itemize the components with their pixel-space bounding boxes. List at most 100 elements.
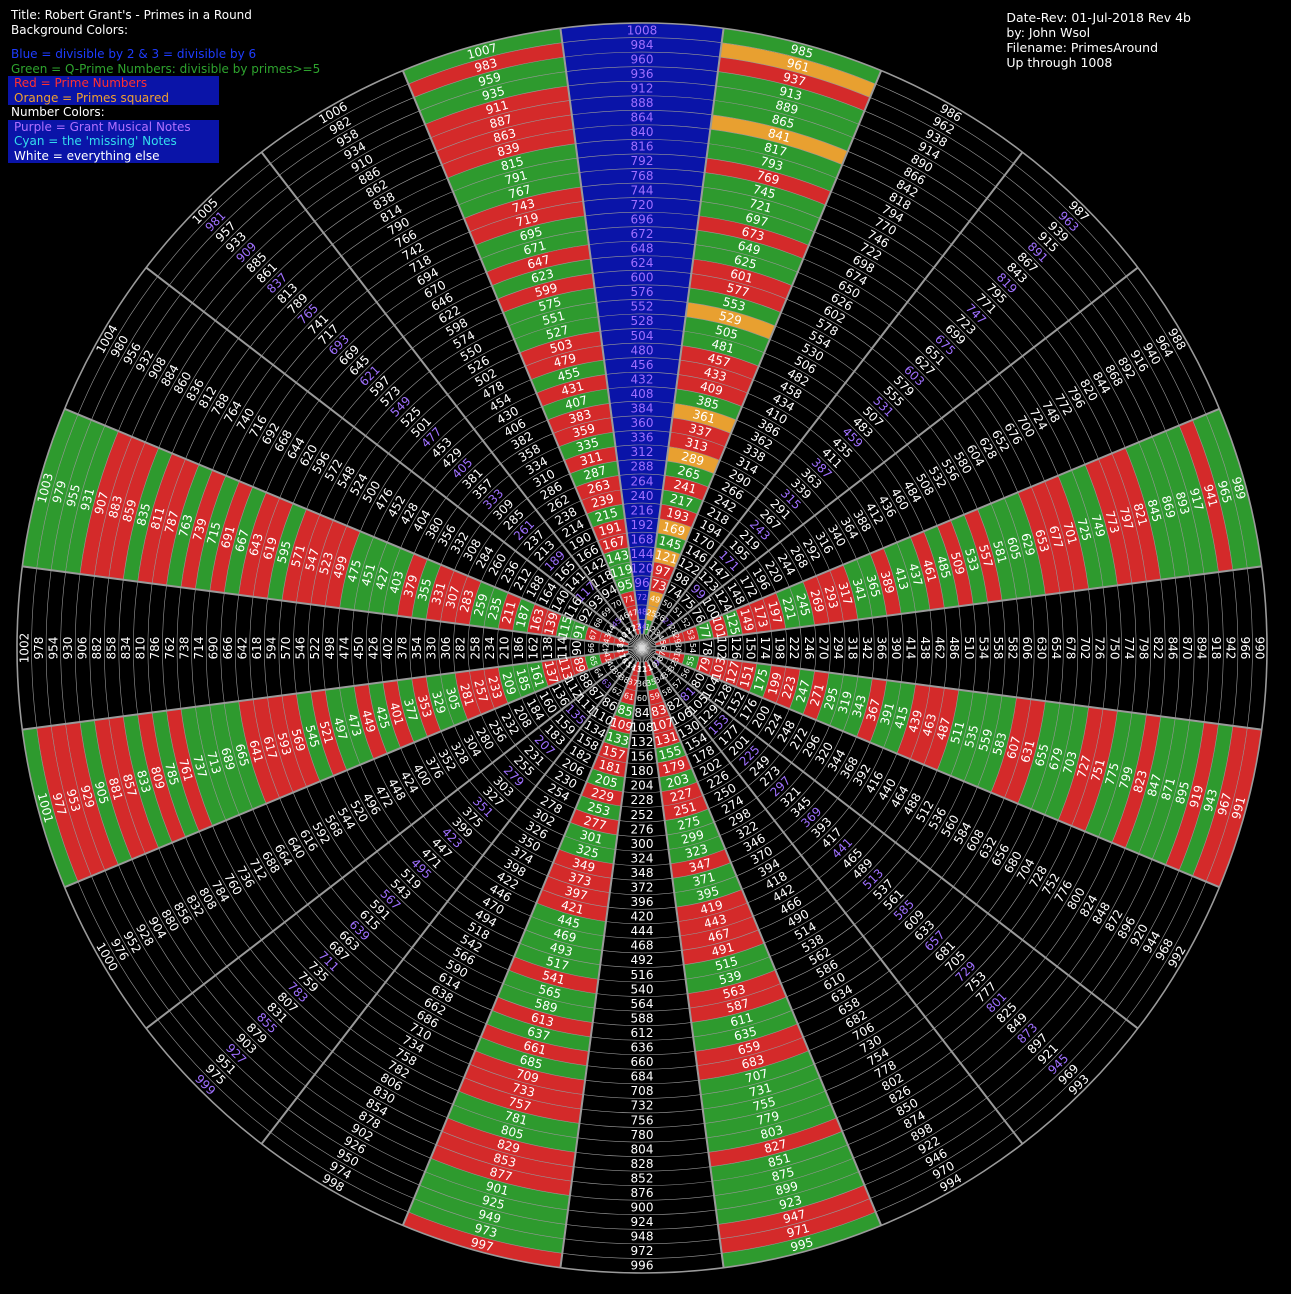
wheel-cell [674, 388, 742, 421]
wheel-number: 245 [793, 592, 812, 618]
wheel-cell [843, 676, 873, 737]
wheel-cell [683, 943, 770, 980]
wheel-cell [714, 86, 859, 138]
wheel-number: 300 [631, 837, 654, 851]
wheel-cell [455, 670, 482, 721]
wheel-number: 523 [317, 551, 336, 577]
spoke-line [64, 407, 630, 644]
wheel-cell [657, 755, 692, 778]
wheel-number: 534 [976, 637, 990, 660]
wheel-cell [883, 542, 916, 614]
spoke-line [654, 407, 1220, 644]
wheel-number: 17 [616, 647, 627, 659]
wheel-number: 636 [631, 1041, 654, 1055]
wheel-number: 204 [631, 779, 654, 793]
wheel-number: 583 [990, 731, 1009, 757]
wheel-number: 46 [617, 611, 630, 624]
wheel-cell [475, 215, 588, 259]
legend-cyan: Cyan = the 'missing' Notes [14, 134, 177, 148]
wheel-cell [1017, 486, 1060, 595]
wheel-number: 521 [317, 720, 336, 746]
ring-line [482, 488, 802, 808]
wheel-number: 438 [918, 637, 932, 660]
wheel-cell [659, 768, 698, 792]
wheel-number: 954 [46, 637, 60, 660]
wheel-number: 228 [631, 793, 654, 807]
wheel-cell [600, 328, 684, 346]
ring-line [45, 51, 1239, 1245]
wheel-cell [152, 710, 199, 838]
wheel-number: 95 [616, 577, 634, 594]
spoke-line [260, 658, 635, 1145]
wheel-cell [721, 28, 882, 85]
wheel-cell [715, 71, 865, 125]
wheel-number: 528 [631, 314, 654, 328]
wheel-cell [695, 1023, 804, 1066]
wheel-cell [238, 699, 280, 804]
wheel-cell [869, 548, 902, 616]
wheel-number: 379 [401, 573, 420, 599]
wheel-cell [687, 287, 781, 326]
wheel-number: 775 [1102, 761, 1121, 787]
wheel-number: 329 [429, 690, 448, 716]
wheel-cell [802, 670, 829, 721]
wheel-cell [614, 576, 635, 595]
wheel-cell [883, 682, 916, 754]
wheel-cell [397, 678, 428, 743]
wheel-cell [668, 835, 726, 864]
wheel-cell [1152, 431, 1204, 576]
wheel-number: 145 [657, 533, 683, 552]
wheel-cell [990, 497, 1031, 599]
wheel-cell [1085, 458, 1132, 586]
wheel-number: 1008 [627, 23, 658, 37]
wheel-number: 343 [850, 693, 869, 719]
wheel-number: 888 [631, 96, 654, 110]
wheel-number: 281 [457, 682, 476, 708]
wheel-number: 181 [597, 757, 623, 776]
wheel-number: 948 [631, 1230, 654, 1244]
wheel-cell [775, 586, 801, 630]
wheel-cell [816, 672, 844, 726]
wheel-number: 655 [1032, 742, 1051, 768]
wheel-number: 427 [373, 566, 392, 592]
wheel-cell [36, 725, 92, 882]
spoke-line [401, 70, 638, 636]
wheel-cell [628, 546, 656, 563]
wheel-number: 342 [860, 637, 874, 660]
ring-line [598, 604, 686, 692]
wheel-cell [950, 691, 988, 782]
wheel-cell [1044, 704, 1089, 821]
wheel-number: 114 [556, 637, 570, 660]
wheel-number: 197 [765, 599, 784, 625]
wheel-number: 479 [552, 351, 578, 370]
wheel-cell [464, 187, 584, 232]
wheel-cell [700, 187, 820, 232]
wheel-number: 185 [513, 667, 532, 693]
wheel-number: 846 [1165, 637, 1179, 660]
hub-line [641, 647, 650, 661]
hub-line [636, 634, 643, 649]
wheel-number: 353 [415, 693, 434, 719]
wheel-number: 930 [61, 637, 75, 660]
wheel-cell [475, 1037, 588, 1081]
wheel-number: 648 [631, 241, 654, 255]
ring-line [453, 459, 831, 837]
wheel-cell [1071, 708, 1118, 832]
wheel-number: 721 [748, 196, 774, 215]
wheel-cell [253, 697, 294, 799]
wheel-cell [480, 230, 589, 273]
wheel-cell [1058, 470, 1103, 590]
hub-line [633, 647, 643, 660]
wheel-number: 229 [590, 785, 616, 804]
wheel-cell [597, 741, 629, 763]
wheel-cell [668, 432, 726, 461]
wheel-number: 305 [443, 686, 462, 712]
wheel-number: 575 [537, 295, 563, 314]
wheel-number: 162 [526, 637, 540, 660]
chart-title: Title: Robert Grant's - Primes in a Roun… [11, 8, 252, 22]
wheel-number: 577 [725, 280, 751, 299]
wheel-cell [253, 497, 294, 599]
wheel-number: 912 [631, 81, 654, 95]
wheel-cell [829, 564, 858, 622]
wheel-cell [413, 1185, 567, 1239]
